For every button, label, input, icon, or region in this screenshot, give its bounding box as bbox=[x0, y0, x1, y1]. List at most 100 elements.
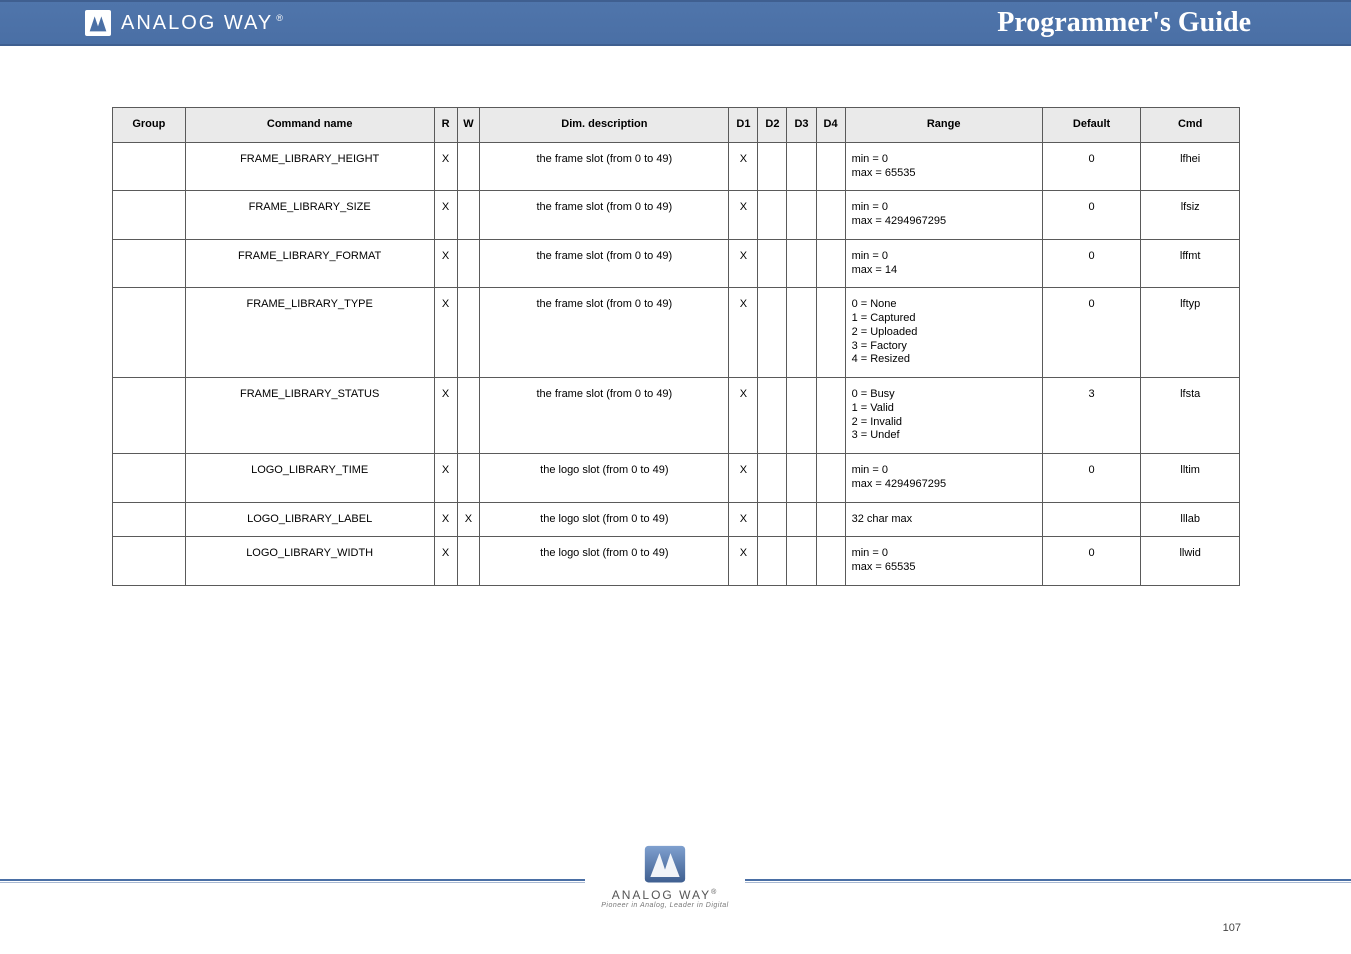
cell-cmdname: FRAME_LIBRARY_FORMAT bbox=[185, 239, 434, 288]
cell-w: X bbox=[457, 502, 480, 537]
page-number: 107 bbox=[1223, 922, 1241, 934]
cell-r: X bbox=[434, 502, 457, 537]
cell-cmdname: FRAME_LIBRARY_HEIGHT bbox=[185, 142, 434, 191]
footer-rule-left bbox=[0, 879, 585, 883]
cell-default: 0 bbox=[1042, 142, 1141, 191]
footer-logo-block: ANALOG WAY® Pioneer in Analog, Leader in… bbox=[595, 844, 735, 909]
col-d4: D4 bbox=[816, 108, 845, 143]
cell-d1: X bbox=[729, 191, 758, 240]
doc-title-block: Programmer's Guide bbox=[997, 2, 1351, 44]
cell-group bbox=[113, 378, 186, 454]
cell-cmd: llwid bbox=[1141, 537, 1240, 586]
cell-w bbox=[457, 378, 480, 454]
cell-cmd: lftyp bbox=[1141, 288, 1240, 378]
cell-dimdesc: the logo slot (from 0 to 49) bbox=[480, 537, 729, 586]
cell-d1: X bbox=[729, 239, 758, 288]
cell-default: 0 bbox=[1042, 454, 1141, 503]
cell-d2 bbox=[758, 191, 787, 240]
brand-logo-icon bbox=[85, 10, 111, 36]
cell-d4 bbox=[816, 288, 845, 378]
brand-name: ANALOG WAY® bbox=[121, 12, 285, 35]
table-header-row: Group Command name R W Dim. description … bbox=[113, 108, 1240, 143]
cell-d4 bbox=[816, 142, 845, 191]
col-group: Group bbox=[113, 108, 186, 143]
doc-title: Programmer's Guide bbox=[997, 7, 1251, 39]
table-row: LOGO_LIBRARY_WIDTHXthe logo slot (from 0… bbox=[113, 537, 1240, 586]
cell-dimdesc: the frame slot (from 0 to 49) bbox=[480, 378, 729, 454]
cell-d2 bbox=[758, 502, 787, 537]
cell-d3 bbox=[787, 191, 816, 240]
footer-brand-text: ANALOG WAY bbox=[612, 888, 711, 902]
footer-brand-sup: ® bbox=[711, 889, 718, 896]
cell-default: 0 bbox=[1042, 537, 1141, 586]
table-row: FRAME_LIBRARY_STATUS Xthe frame slot (fro… bbox=[113, 378, 1240, 454]
cell-cmdname: FRAME_LIBRARY_STATUS bbox=[185, 378, 434, 454]
col-default: Default bbox=[1042, 108, 1141, 143]
cell-d1: X bbox=[729, 288, 758, 378]
cell-default: 0 bbox=[1042, 239, 1141, 288]
table-row: FRAME_LIBRARY_SIZEXthe frame slot (from … bbox=[113, 191, 1240, 240]
brand-registered: ® bbox=[276, 13, 285, 23]
cell-default: 0 bbox=[1042, 191, 1141, 240]
cell-cmd: lfsta bbox=[1141, 378, 1240, 454]
cell-d3 bbox=[787, 454, 816, 503]
cell-w bbox=[457, 142, 480, 191]
col-d3: D3 bbox=[787, 108, 816, 143]
cell-cmd: lltim bbox=[1141, 454, 1240, 503]
col-d2: D2 bbox=[758, 108, 787, 143]
cell-d4 bbox=[816, 502, 845, 537]
cell-d1: X bbox=[729, 537, 758, 586]
col-range: Range bbox=[845, 108, 1042, 143]
cell-d4 bbox=[816, 239, 845, 288]
cell-w bbox=[457, 288, 480, 378]
cell-cmdname: FRAME_LIBRARY_TYPE bbox=[185, 288, 434, 378]
cell-cmdname: LOGO_LIBRARY_LABEL bbox=[185, 502, 434, 537]
cell-cmdname: LOGO_LIBRARY_TIME bbox=[185, 454, 434, 503]
top-banner: ANALOG WAY® Programmer's Guide bbox=[0, 0, 1351, 46]
footer-logo-icon bbox=[643, 844, 687, 884]
cell-group bbox=[113, 537, 186, 586]
cell-range: min = 0 max = 14 bbox=[845, 239, 1042, 288]
cell-default bbox=[1042, 502, 1141, 537]
cell-group bbox=[113, 288, 186, 378]
cell-dimdesc: the frame slot (from 0 to 49) bbox=[480, 142, 729, 191]
cell-cmd: lfhei bbox=[1141, 142, 1240, 191]
cell-dimdesc: the frame slot (from 0 to 49) bbox=[480, 288, 729, 378]
col-d1: D1 bbox=[729, 108, 758, 143]
footer-brand: ANALOG WAY® bbox=[595, 888, 735, 902]
cell-w bbox=[457, 537, 480, 586]
cell-d4 bbox=[816, 537, 845, 586]
cell-d1: X bbox=[729, 142, 758, 191]
cell-dimdesc: the logo slot (from 0 to 49) bbox=[480, 502, 729, 537]
cell-d2 bbox=[758, 288, 787, 378]
cell-cmd: lfsiz bbox=[1141, 191, 1240, 240]
cell-cmd: lffmt bbox=[1141, 239, 1240, 288]
cell-group bbox=[113, 142, 186, 191]
cell-r: X bbox=[434, 288, 457, 378]
cell-range: 32 char max bbox=[845, 502, 1042, 537]
cell-range: 0 = None 1 = Captured 2 = Uploaded 3 = F… bbox=[845, 288, 1042, 378]
cell-r: X bbox=[434, 191, 457, 240]
col-dimdesc: Dim. description bbox=[480, 108, 729, 143]
cell-group bbox=[113, 191, 186, 240]
table-row: FRAME_LIBRARY_HEIGHT Xthe frame slot (fro… bbox=[113, 142, 1240, 191]
footer: ANALOG WAY® Pioneer in Analog, Leader in… bbox=[0, 829, 1351, 909]
col-r: R bbox=[434, 108, 457, 143]
cell-d3 bbox=[787, 288, 816, 378]
col-w: W bbox=[457, 108, 480, 143]
cell-default: 0 bbox=[1042, 288, 1141, 378]
cell-group bbox=[113, 502, 186, 537]
cell-r: X bbox=[434, 239, 457, 288]
footer-rule-right bbox=[745, 879, 1351, 883]
cell-group bbox=[113, 239, 186, 288]
cell-w bbox=[457, 239, 480, 288]
cell-w bbox=[457, 191, 480, 240]
cell-cmd: lllab bbox=[1141, 502, 1240, 537]
table-row: FRAME_LIBRARY_TYPEXthe frame slot (from … bbox=[113, 288, 1240, 378]
brand-block: ANALOG WAY® bbox=[0, 2, 285, 44]
brand-text: ANALOG WAY bbox=[121, 12, 273, 34]
cell-d4 bbox=[816, 191, 845, 240]
cell-d1: X bbox=[729, 378, 758, 454]
cell-range: min = 0 max = 4294967295 bbox=[845, 454, 1042, 503]
cell-cmdname: FRAME_LIBRARY_SIZE bbox=[185, 191, 434, 240]
